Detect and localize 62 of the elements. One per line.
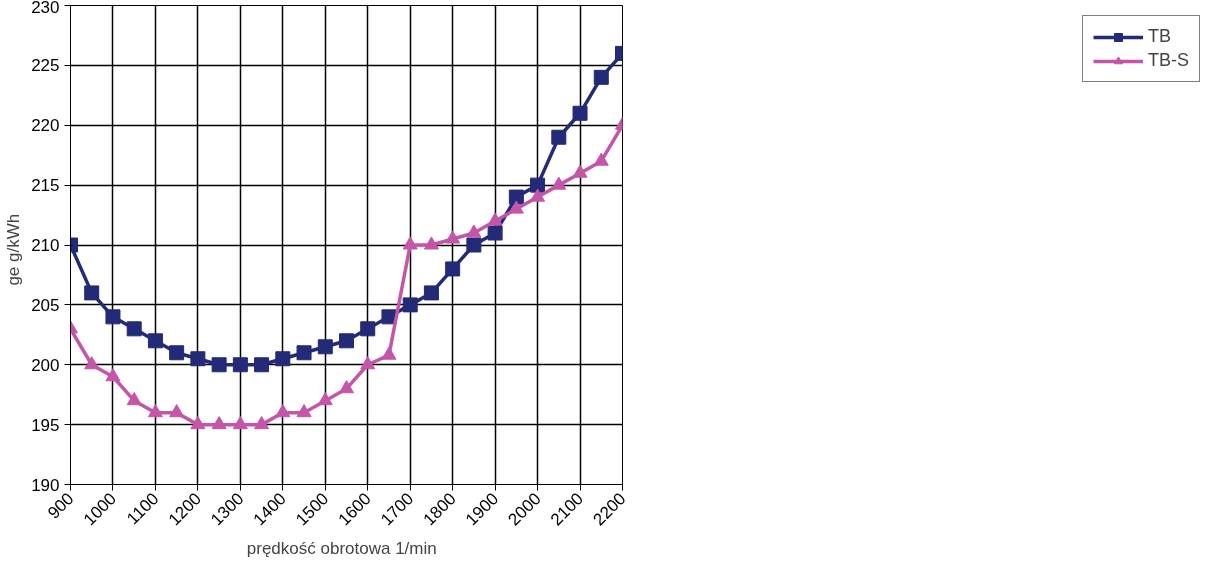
y-tick-label: 220 xyxy=(31,116,60,136)
point xyxy=(445,230,461,244)
point xyxy=(381,346,397,360)
legend-label: TB-S xyxy=(1147,50,1189,71)
point xyxy=(169,345,185,361)
point xyxy=(530,188,546,202)
point xyxy=(169,404,185,418)
y-tick-label: 210 xyxy=(31,236,60,255)
point xyxy=(211,357,227,373)
point xyxy=(275,351,291,367)
point xyxy=(487,212,503,226)
y-tick-label: 200 xyxy=(31,355,60,375)
point xyxy=(275,404,291,418)
point xyxy=(402,297,418,313)
point xyxy=(211,416,227,430)
point xyxy=(530,177,546,193)
point xyxy=(551,129,567,145)
point xyxy=(487,225,503,241)
point xyxy=(147,333,163,349)
point xyxy=(147,404,163,418)
point xyxy=(593,69,609,85)
point xyxy=(126,392,142,406)
point xyxy=(572,164,588,178)
point xyxy=(126,321,142,337)
y-tick-label: 225 xyxy=(31,56,60,76)
point xyxy=(317,339,333,355)
point xyxy=(423,236,439,250)
point xyxy=(105,368,121,382)
point xyxy=(190,351,206,367)
point xyxy=(466,237,482,253)
point xyxy=(551,176,567,190)
y-tick-label: 205 xyxy=(31,295,60,315)
y-tick-label: 190 xyxy=(31,475,60,495)
point xyxy=(423,285,439,301)
point xyxy=(466,224,482,238)
point xyxy=(317,392,333,406)
point xyxy=(360,356,376,370)
y-tick-label: 230 xyxy=(31,0,60,17)
point xyxy=(254,416,270,430)
x-axis-title: prędkość obrotowa 1/min xyxy=(246,538,437,558)
point xyxy=(190,416,206,430)
point xyxy=(508,200,524,214)
point xyxy=(84,356,100,370)
y-tick-label: 195 xyxy=(31,415,60,435)
point xyxy=(339,333,354,349)
point xyxy=(105,309,121,325)
point xyxy=(254,357,270,373)
point xyxy=(296,404,312,418)
legend-label: TB xyxy=(1147,26,1171,47)
point xyxy=(296,345,312,361)
point xyxy=(593,152,609,166)
point xyxy=(508,189,524,205)
point xyxy=(232,416,248,430)
y-tick-label: 215 xyxy=(31,176,60,196)
point xyxy=(232,357,248,373)
point xyxy=(402,236,418,250)
point xyxy=(445,261,461,277)
y-axis-title: ge g/kWh xyxy=(4,213,24,286)
point xyxy=(360,321,376,337)
point xyxy=(339,380,354,394)
point xyxy=(572,105,588,121)
point xyxy=(84,285,100,301)
